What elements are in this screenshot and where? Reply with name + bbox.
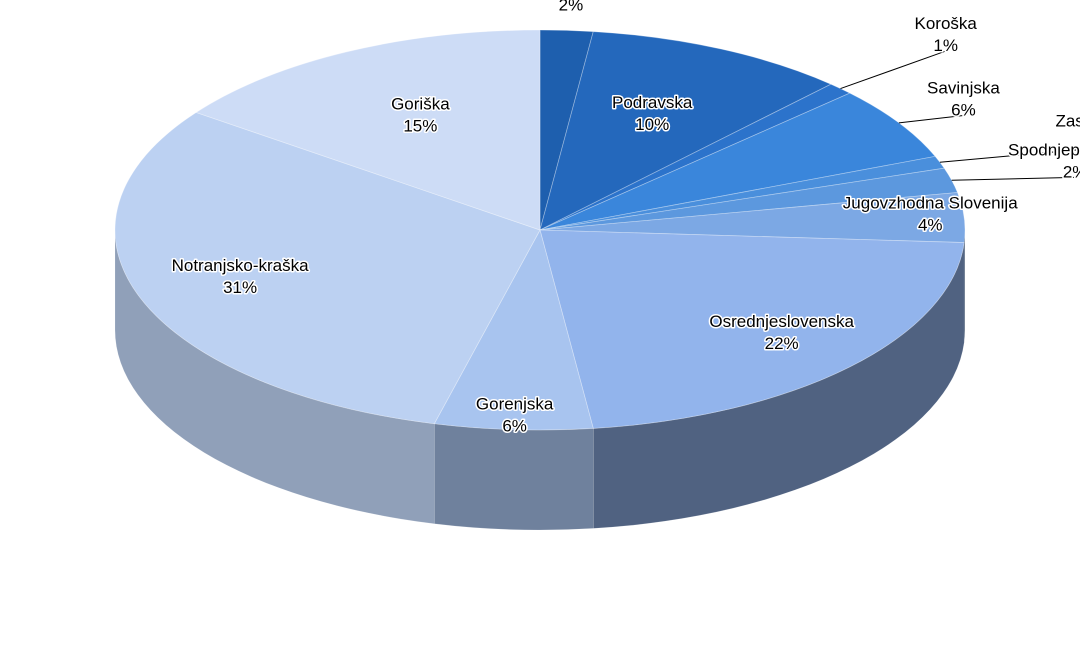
slice bbox=[195, 29, 541, 231]
slice-label: Zasavska bbox=[1055, 112, 1080, 131]
slice bbox=[539, 229, 965, 429]
slice-value-label: 1% bbox=[933, 36, 958, 55]
slice-label: Goriška bbox=[391, 95, 450, 114]
leader-line bbox=[898, 115, 964, 124]
slice-side bbox=[434, 423, 594, 531]
slice-label: Koroška bbox=[915, 14, 978, 33]
slice-value-label: 6% bbox=[502, 417, 527, 436]
slice-side bbox=[114, 229, 435, 524]
leader-line bbox=[840, 50, 946, 90]
slice-label: Jugovzhodna Slovenija bbox=[843, 193, 1018, 212]
slice bbox=[539, 155, 945, 231]
slice bbox=[539, 83, 851, 231]
slice bbox=[539, 31, 832, 231]
slice bbox=[539, 167, 959, 231]
slice bbox=[114, 112, 541, 425]
slice-label: Notranjsko-kraška bbox=[172, 256, 310, 275]
slice-value-label: 15% bbox=[403, 117, 437, 136]
slice bbox=[433, 228, 594, 431]
slice-label: Savinjska bbox=[927, 79, 1000, 98]
slice-label: Osrednjeslovenska bbox=[709, 312, 854, 331]
slice-value-label: 2% bbox=[1063, 162, 1080, 181]
slice-label: Podravska bbox=[612, 93, 693, 112]
slice-label: Spodnjeposavska bbox=[1008, 140, 1080, 159]
slice-value-label: 2% bbox=[559, 0, 584, 14]
slice bbox=[539, 29, 594, 231]
slice-value-label: 10% bbox=[635, 115, 669, 134]
slice-value-label: 22% bbox=[765, 334, 799, 353]
slice bbox=[539, 192, 966, 243]
leader-line bbox=[951, 176, 1076, 181]
slice-value-label: 31% bbox=[223, 278, 257, 297]
slice-value-label: 6% bbox=[951, 101, 976, 120]
slice-label: Gorenjska bbox=[476, 395, 554, 414]
slice-value-label: 4% bbox=[918, 215, 943, 234]
leader-line bbox=[939, 149, 1080, 163]
